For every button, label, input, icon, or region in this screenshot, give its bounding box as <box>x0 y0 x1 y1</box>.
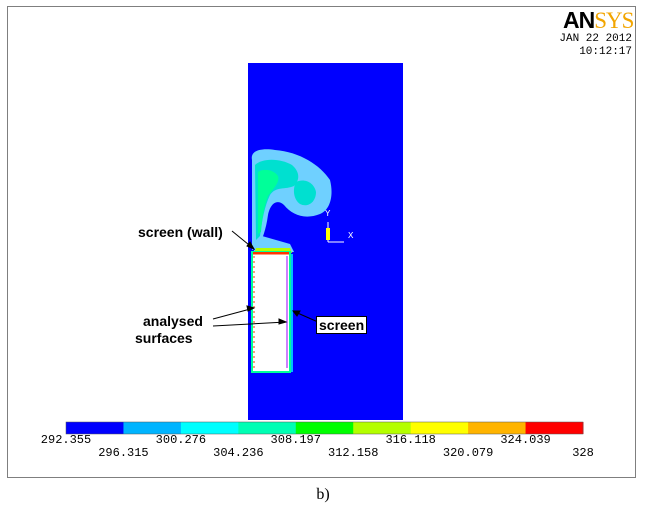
legend-swatch <box>238 422 297 434</box>
axis-y-label: Y <box>325 209 331 219</box>
analysed-surfaces-label-line2: surfaces <box>135 330 193 346</box>
annotation-arrows <box>212 230 319 327</box>
legend-swatch <box>295 422 354 434</box>
legend-tick-label: 308.197 <box>270 433 321 447</box>
screen-label: screen <box>316 316 368 334</box>
axis-x-label: X <box>348 231 354 241</box>
analysed-surfaces-label-line1: analysed <box>143 313 203 329</box>
plot-date: JAN 22 2012 <box>559 33 632 45</box>
legend-tick-label: 296.315 <box>98 446 149 460</box>
axis-triad <box>326 222 344 243</box>
legend-swatch <box>353 422 412 434</box>
legend-bar-outline <box>65 421 584 435</box>
legend-swatch <box>180 422 239 434</box>
legend-tick-label: 292.355 <box>40 433 92 447</box>
legend-color-bar <box>65 421 584 435</box>
legend-tick-label: 324.039 <box>500 433 551 447</box>
legend-swatch <box>525 422 584 434</box>
legend-tick-label: 312.158 <box>328 446 379 460</box>
figure-caption: b) <box>316 486 330 503</box>
legend-swatch <box>468 422 527 434</box>
legend-swatch <box>410 422 469 434</box>
legend-tick-label: 328 <box>572 446 594 460</box>
legend-swatch <box>66 422 124 434</box>
legend-tick-label: 304.236 <box>213 446 264 460</box>
ansys-logo: ANSYS <box>563 7 634 33</box>
legend-tick-label: 300.276 <box>155 433 207 447</box>
screen-wall-rect <box>251 251 293 373</box>
screen-wall-label: screen (wall) <box>138 224 223 240</box>
temperature-plume <box>251 149 332 254</box>
legend-tick-label: 316.118 <box>385 433 436 447</box>
legend-tick-label: 320.079 <box>442 446 494 460</box>
plot-time: 10:12:17 <box>579 46 632 58</box>
legend-swatch <box>123 422 182 434</box>
